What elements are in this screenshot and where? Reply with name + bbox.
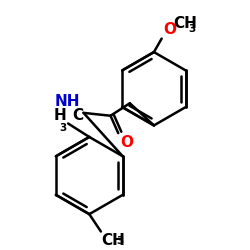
Text: NH: NH (54, 94, 80, 109)
Text: 3: 3 (116, 236, 124, 246)
Text: O: O (120, 135, 133, 150)
Text: 3: 3 (59, 122, 66, 132)
Text: H: H (54, 108, 66, 122)
Text: C: C (72, 108, 83, 122)
Text: O: O (164, 22, 176, 37)
Text: CH: CH (173, 16, 197, 31)
Text: 3: 3 (189, 24, 196, 34)
Text: CH: CH (101, 234, 125, 248)
